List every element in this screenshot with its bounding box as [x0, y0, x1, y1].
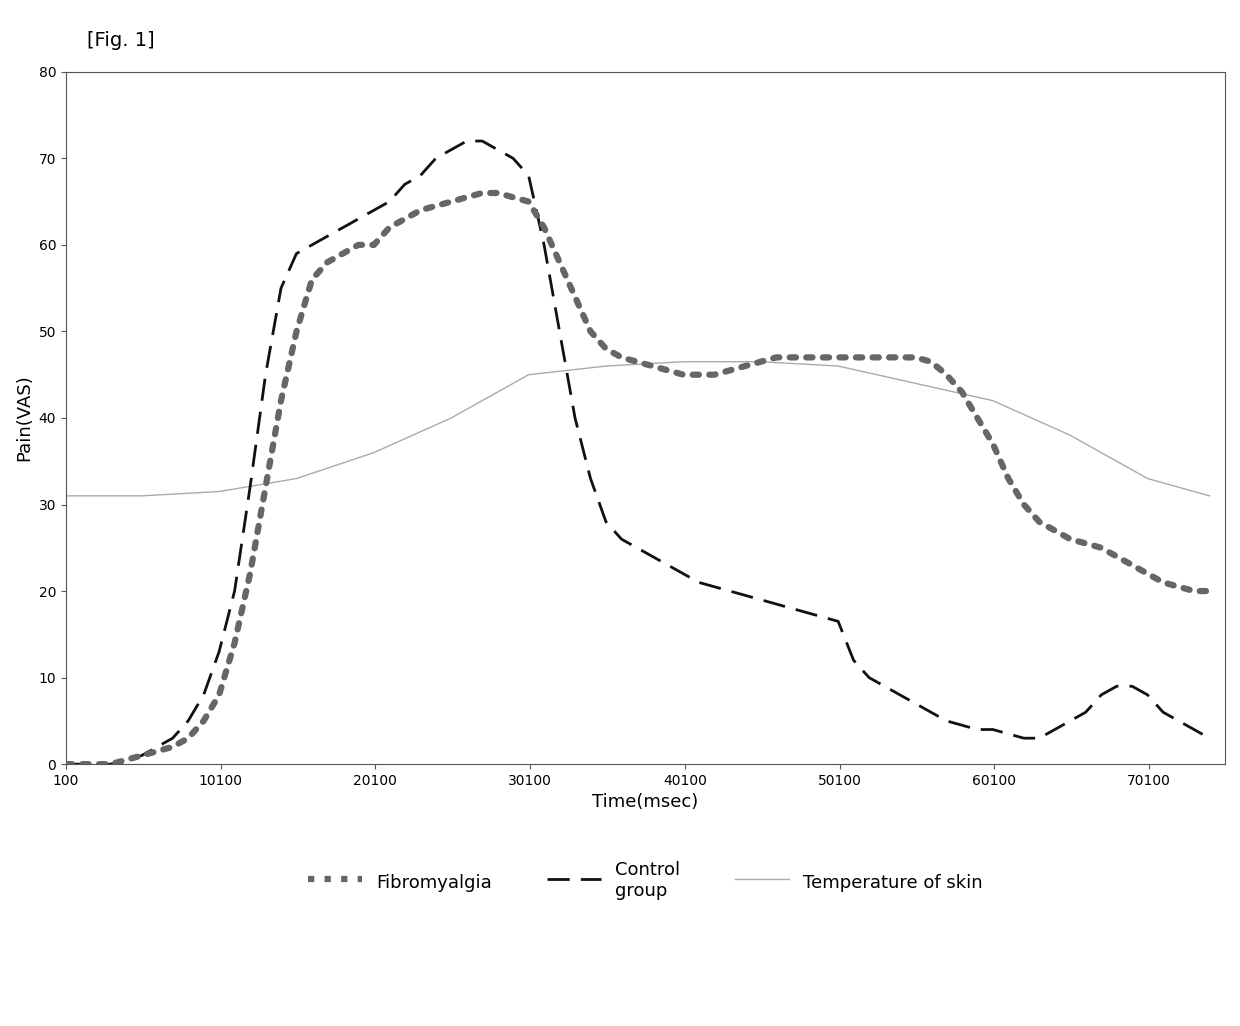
X-axis label: Time(msec): Time(msec) — [593, 793, 698, 812]
Legend: Fibromyalgia, Control
group, Temperature of skin: Fibromyalgia, Control group, Temperature… — [301, 855, 990, 907]
Text: [Fig. 1]: [Fig. 1] — [87, 31, 155, 50]
Y-axis label: Pain(VAS): Pain(VAS) — [15, 374, 33, 462]
